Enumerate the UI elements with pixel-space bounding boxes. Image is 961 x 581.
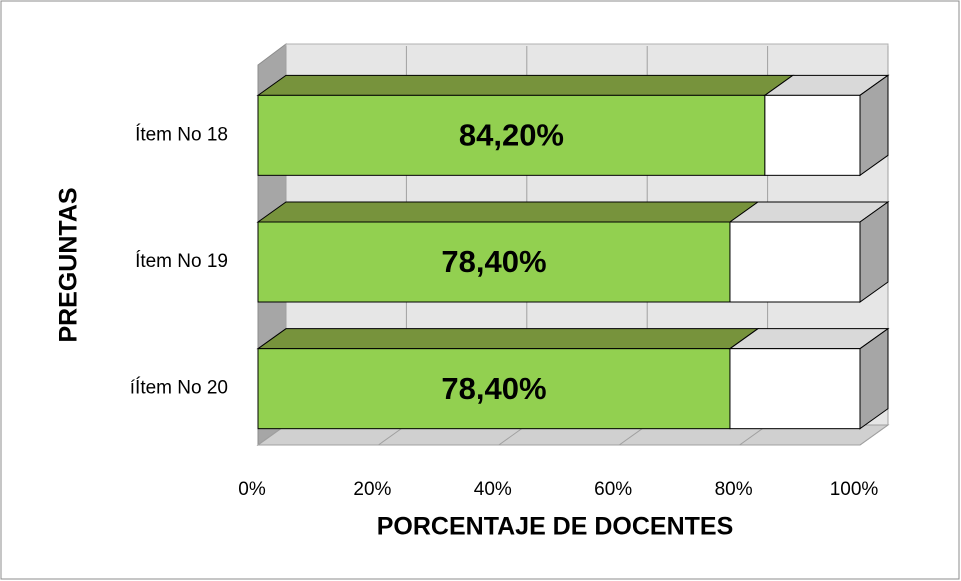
- bar-top: [256, 201, 760, 223]
- bar: [257, 221, 731, 303]
- y-tick-label: íÍtem No 20: [130, 378, 228, 399]
- y-tick-label: Ítem No 18: [135, 124, 228, 145]
- bars: 84,20% 78,40% 78,40%: [256, 74, 890, 430]
- y-axis-title: PREGUNTAS: [55, 187, 83, 342]
- data-label: 84,20%: [459, 118, 564, 153]
- y-tick-label: Ítem No 19: [135, 251, 228, 272]
- data-label: 78,40%: [441, 244, 546, 279]
- bar: [764, 94, 861, 176]
- floor-grid-line: [859, 424, 889, 446]
- x-tick-label: 80%: [715, 479, 753, 500]
- bar: [729, 221, 861, 303]
- bar-side: [859, 327, 889, 430]
- x-axis-title: PORCENTAJE DE DOCENTES: [377, 513, 734, 541]
- x-tick-label: 40%: [474, 479, 512, 500]
- bar-side: [859, 74, 889, 177]
- bar-side: [859, 201, 889, 303]
- x-tick-label: 100%: [830, 479, 879, 500]
- x-tick-label: 0%: [238, 479, 266, 500]
- bar-top: [256, 74, 795, 96]
- bar: [257, 348, 731, 430]
- bar: [729, 348, 861, 430]
- x-tick-label: 60%: [594, 479, 632, 500]
- x-tick-label: 20%: [353, 479, 391, 500]
- data-label: 78,40%: [441, 371, 546, 406]
- bar: [257, 94, 766, 176]
- bar-top: [256, 328, 760, 350]
